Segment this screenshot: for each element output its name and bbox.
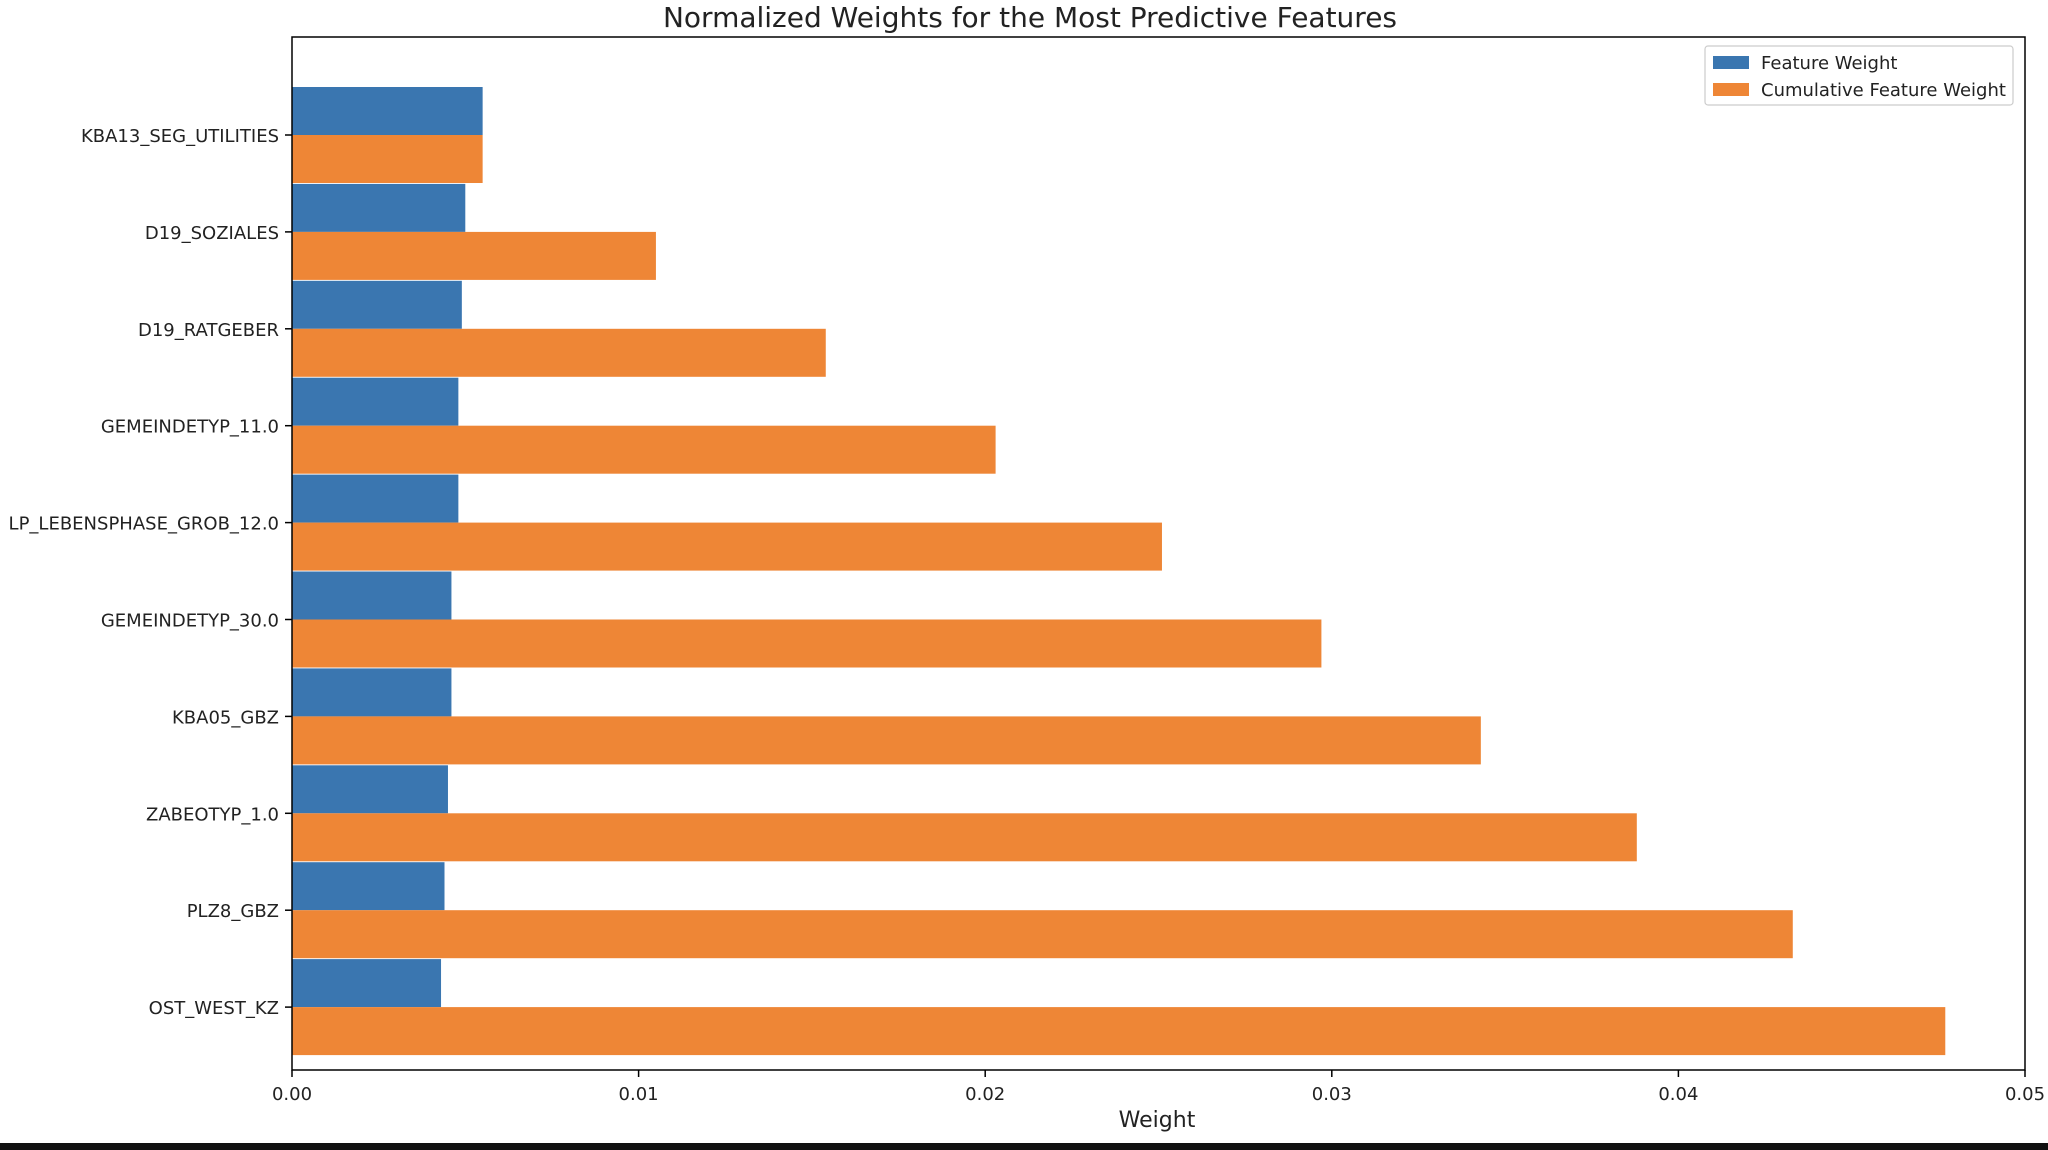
legend-swatch <box>1713 56 1749 69</box>
cumulative-weight-bar <box>292 716 1481 765</box>
y-tick-label: KBA13_SEG_UTILITIES <box>81 126 279 147</box>
feature-weight-bar <box>292 280 462 329</box>
legend-swatch <box>1713 83 1749 96</box>
y-tick-label: D19_SOZIALES <box>145 223 279 244</box>
cumulative-weight-bar <box>292 619 1322 668</box>
legend: Feature Weight Cumulative Feature Weight <box>1704 45 2014 106</box>
legend-box <box>1704 45 2014 106</box>
y-tick-label: GEMEINDETYP_11.0 <box>101 417 279 438</box>
feature-weight-bar <box>292 571 452 620</box>
cumulative-weight-bar <box>292 135 483 183</box>
y-tick-label: GEMEINDETYP_30.0 <box>101 611 279 632</box>
chart-title: Normalized Weights for the Most Predicti… <box>663 1 1397 34</box>
plot-frame <box>291 36 2026 1071</box>
feature-weight-bar <box>292 668 452 717</box>
cumulative-weight-bar <box>292 425 996 474</box>
bars-layer <box>292 87 1946 1056</box>
y-tick-label: D19_RATGEBER <box>138 320 279 341</box>
cumulative-weight-bar <box>292 910 1793 959</box>
cumulative-weight-bar <box>292 813 1637 862</box>
y-tick-label: OST_WEST_KZ <box>149 998 279 1019</box>
feature-weight-bar <box>292 765 448 814</box>
cumulative-weight-bar <box>292 522 1162 571</box>
x-tick-label: 0.03 <box>1312 1084 1352 1105</box>
legend-label: Feature Weight <box>1761 53 1897 74</box>
feature-weight-bar <box>292 377 459 426</box>
x-axis-label: Weight <box>1119 1108 1196 1133</box>
y-tick-label: LP_LEBENSPHASE_GROB_12.0 <box>9 514 279 535</box>
x-tick-label: 0.00 <box>272 1084 312 1105</box>
x-tick-label: 0.02 <box>965 1084 1005 1105</box>
y-tick-label: KBA05_GBZ <box>172 707 279 728</box>
cumulative-weight-bar <box>292 1007 1946 1056</box>
legend-label: Cumulative Feature Weight <box>1761 80 2006 101</box>
feature-weight-bar <box>292 474 459 523</box>
y-tick-label: ZABEOTYP_1.0 <box>146 804 279 825</box>
y-axis-ticks: KBA13_SEG_UTILITIES D19_SOZIALES D19_RATGE… <box>9 126 292 1019</box>
y-tick-label: PLZ8_GBZ <box>187 901 279 922</box>
window-bottom-bar <box>0 1143 2048 1150</box>
cumulative-weight-bar <box>292 231 656 280</box>
feature-weight-bar <box>292 87 483 135</box>
x-tick-label: 0.05 <box>2005 1084 2045 1105</box>
x-tick-label: 0.04 <box>1658 1084 1698 1105</box>
x-tick-label: 0.01 <box>619 1084 659 1105</box>
feature-weight-bar <box>292 959 442 1008</box>
cumulative-weight-bar <box>292 328 826 377</box>
feature-weight-bar <box>292 183 466 232</box>
feature-weight-bar <box>292 862 445 911</box>
x-axis-ticks: 0.00 0.01 0.02 0.03 0.04 0.05 <box>272 1070 2045 1105</box>
